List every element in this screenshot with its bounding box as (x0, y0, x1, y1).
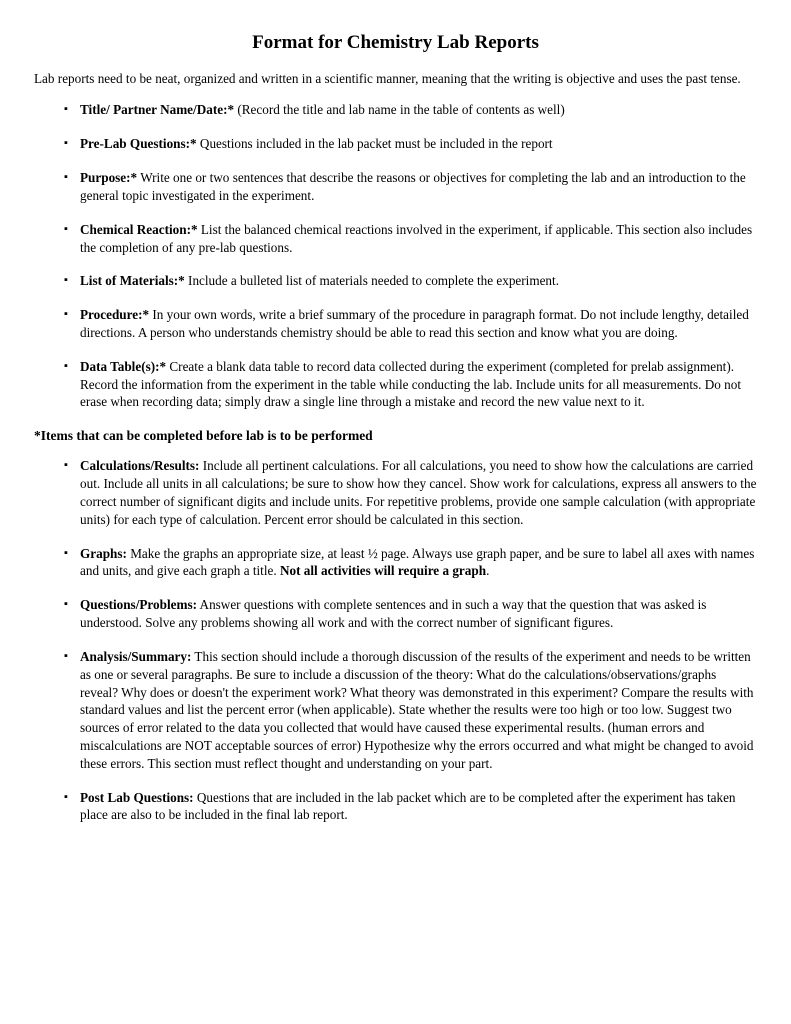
list-item: Questions/Problems: Answer questions wit… (64, 596, 757, 632)
item-label: Chemical Reaction:* (80, 222, 198, 237)
prelab-list: Title/ Partner Name/Date:* (Record the t… (34, 101, 757, 411)
item-label: Post Lab Questions: (80, 790, 194, 805)
list-item: Analysis/Summary: This section should in… (64, 648, 757, 773)
item-label: Graphs: (80, 546, 127, 561)
item-body: This section should include a thorough d… (80, 649, 754, 771)
list-item: Title/ Partner Name/Date:* (Record the t… (64, 101, 757, 119)
item-label: Title/ Partner Name/Date:* (80, 102, 234, 117)
postlab-list: Calculations/Results: Include all pertin… (34, 457, 757, 824)
item-body: Questions included in the lab packet mus… (197, 136, 553, 151)
item-label: Calculations/Results: (80, 458, 199, 473)
item-body: (Record the title and lab name in the ta… (234, 102, 565, 117)
item-body: Create a blank data table to record data… (80, 359, 741, 410)
prelab-note: *Items that can be completed before lab … (34, 427, 757, 445)
item-label: List of Materials:* (80, 273, 185, 288)
item-label: Purpose:* (80, 170, 137, 185)
item-label: Data Table(s):* (80, 359, 166, 374)
item-body: Write one or two sentences that describe… (80, 170, 746, 203)
page-title: Format for Chemistry Lab Reports (34, 30, 757, 56)
intro-paragraph: Lab reports need to be neat, organized a… (34, 70, 757, 88)
list-item: Chemical Reaction:* List the balanced ch… (64, 221, 757, 257)
item-body: Include a bulleted list of materials nee… (185, 273, 559, 288)
list-item: List of Materials:* Include a bulleted l… (64, 272, 757, 290)
item-label: Pre-Lab Questions:* (80, 136, 197, 151)
list-item: Data Table(s):* Create a blank data tabl… (64, 358, 757, 411)
item-body-tail: . (486, 563, 489, 578)
item-bold-tail: Not all activities will require a graph (280, 563, 486, 578)
list-item: Pre-Lab Questions:* Questions included i… (64, 135, 757, 153)
item-label: Questions/Problems: (80, 597, 197, 612)
item-label: Analysis/Summary: (80, 649, 191, 664)
list-item: Procedure:* In your own words, write a b… (64, 306, 757, 342)
document-page: Format for Chemistry Lab Reports Lab rep… (0, 0, 791, 1024)
list-item: Calculations/Results: Include all pertin… (64, 457, 757, 528)
item-label: Procedure:* (80, 307, 149, 322)
list-item: Purpose:* Write one or two sentences tha… (64, 169, 757, 205)
item-body: In your own words, write a brief summary… (80, 307, 749, 340)
list-item: Post Lab Questions: Questions that are i… (64, 789, 757, 825)
list-item: Graphs: Make the graphs an appropriate s… (64, 545, 757, 581)
